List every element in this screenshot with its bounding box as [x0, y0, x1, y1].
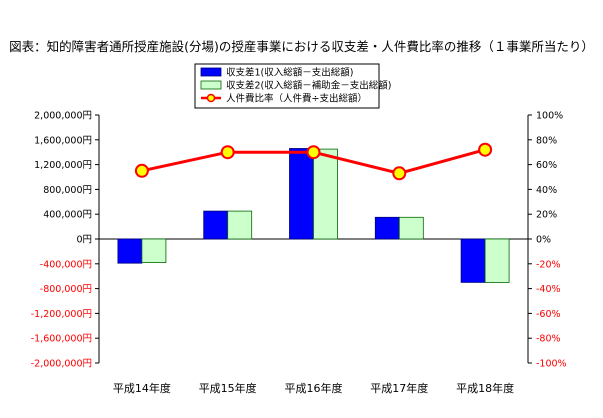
- legend: 収支差1(収入総額－支出総額)収支差2(収入総額－補助金－支出総額)人件費比率（…: [194, 63, 391, 109]
- left-tick-label: 1,600,000円: [34, 135, 92, 146]
- bar-2: [398, 216, 424, 240]
- left-tick-label: 0円: [76, 235, 92, 246]
- legend-label: 人件費比率（人件費÷支出総額）: [226, 93, 367, 105]
- left-tick-label: 2,000,000円: [34, 111, 92, 122]
- bar-1: [460, 238, 486, 283]
- legend-swatch: [200, 80, 222, 90]
- line-point: [306, 145, 321, 160]
- x-category-label: 平成18年度: [456, 381, 514, 395]
- right-tick-label: -80%: [536, 334, 561, 345]
- line-point: [220, 145, 235, 160]
- line-point: [478, 142, 493, 157]
- bar-2: [141, 238, 167, 263]
- bar-2: [227, 210, 253, 240]
- right-tick-label: 20%: [536, 210, 557, 221]
- left-tick-label: -1,600,000円: [31, 334, 92, 345]
- left-tick-label: -2,000,000円: [31, 359, 92, 370]
- bar-2: [484, 238, 510, 283]
- right-tick-label: -40%: [536, 284, 561, 295]
- legend-marker: [206, 93, 216, 103]
- bar-1: [117, 238, 143, 264]
- right-tick-label: 100%: [536, 111, 563, 122]
- right-tick-label: 80%: [536, 135, 557, 146]
- line-point: [134, 163, 149, 178]
- left-tick-label: -400,000円: [40, 259, 92, 270]
- left-tick-label: -800,000円: [40, 284, 92, 295]
- bar-1: [374, 216, 400, 240]
- legend-swatch: [200, 67, 222, 77]
- x-category-label: 平成14年度: [113, 381, 171, 395]
- x-category-label: 平成17年度: [370, 381, 428, 395]
- right-tick-label: -60%: [536, 309, 561, 320]
- right-tick-label: 0%: [536, 235, 551, 246]
- legend-box: [194, 63, 380, 109]
- x-category-label: 平成16年度: [285, 381, 343, 395]
- bar-1: [203, 210, 229, 240]
- line-point: [392, 166, 407, 181]
- legend-label: 収支差2(収入総額－補助金－支出総額): [226, 80, 391, 92]
- right-tick-label: 60%: [536, 160, 557, 171]
- legend-label: 収支差1(収入総額－支出総額): [226, 67, 353, 79]
- left-tick-label: 800,000円: [43, 185, 92, 196]
- bar-1: [289, 148, 314, 240]
- chart-title: 図表：知的障害者通所授産施設(分場)の授産事業における収支差・人件費比率の推移（…: [9, 39, 594, 54]
- right-tick-label: -100%: [536, 359, 567, 370]
- left-tick-label: -1,200,000円: [31, 309, 92, 320]
- left-tick-label: 1,200,000円: [34, 160, 92, 171]
- right-tick-label: 40%: [536, 185, 557, 196]
- x-category-label: 平成15年度: [199, 381, 257, 395]
- bar-2: [313, 148, 338, 240]
- left-tick-label: 400,000円: [43, 210, 92, 221]
- right-tick-label: -20%: [536, 259, 561, 270]
